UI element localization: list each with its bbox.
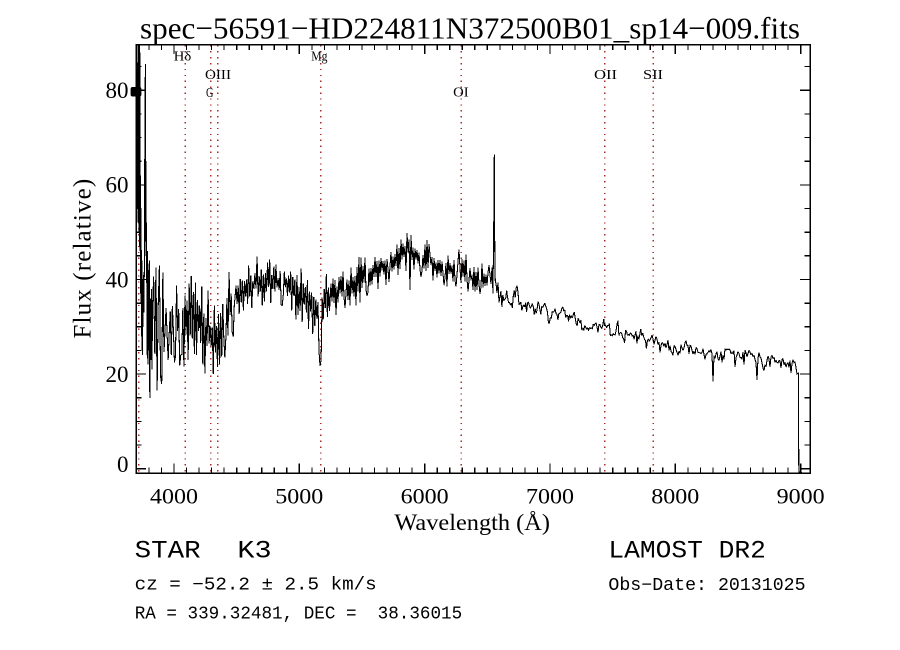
svg-text:Mg: Mg — [311, 50, 327, 65]
svg-text:7000: 7000 — [526, 484, 574, 509]
svg-text:Hδ: Hδ — [174, 50, 192, 65]
svg-text:spec−56591−HD224811N372500B01_: spec−56591−HD224811N372500B01_sp14−009.f… — [140, 11, 800, 46]
svg-text:Obs−Date: 20131025: Obs−Date: 20131025 — [608, 576, 805, 596]
svg-text:20: 20 — [106, 362, 129, 387]
svg-text:5000: 5000 — [275, 484, 323, 509]
svg-text:8000: 8000 — [651, 484, 699, 509]
svg-text:OI: OI — [453, 86, 469, 101]
svg-text:4000: 4000 — [150, 484, 198, 509]
svg-text:6000: 6000 — [401, 484, 449, 509]
svg-text:STAR: STAR — [135, 537, 201, 566]
svg-text:G: G — [206, 86, 214, 101]
svg-text:60: 60 — [106, 173, 129, 198]
svg-text:LAMOST DR2: LAMOST DR2 — [608, 537, 766, 566]
svg-text:SII: SII — [643, 68, 663, 83]
svg-text:9000: 9000 — [777, 484, 825, 509]
svg-text:40: 40 — [106, 267, 129, 292]
svg-text:cz = −52.2 ± 2.5 km/s: cz = −52.2 ± 2.5 km/s — [135, 576, 377, 596]
svg-text:80: 80 — [106, 78, 129, 103]
svg-text:OIII: OIII — [205, 68, 231, 83]
svg-text:Flux (relative): Flux (relative) — [70, 179, 97, 339]
svg-text:K3: K3 — [237, 537, 271, 566]
svg-text:RA = 339.32481, DEC = 38.3601: RA = 339.32481, DEC = 38.36015 — [135, 605, 463, 625]
svg-text:OII: OII — [594, 68, 617, 83]
svg-text:Wavelength (Å): Wavelength (Å) — [394, 510, 550, 536]
svg-text:0: 0 — [117, 452, 129, 477]
